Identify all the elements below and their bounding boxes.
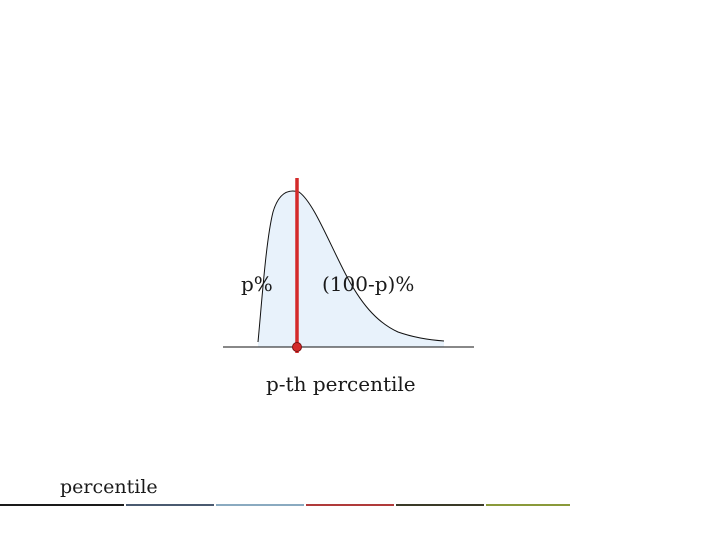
footer-stripe bbox=[126, 504, 214, 506]
distribution-curve bbox=[257, 190, 445, 343]
left-area-label: p% bbox=[241, 272, 273, 296]
percentile-point-label: p-th percentile bbox=[266, 372, 416, 396]
right-area-label: (100-p)% bbox=[322, 272, 415, 296]
footer-title: percentile bbox=[60, 476, 158, 498]
footer-stripe bbox=[396, 504, 484, 506]
footer-stripe bbox=[486, 504, 570, 506]
distribution-curve-area bbox=[258, 191, 444, 347]
footer-stripe bbox=[216, 504, 304, 506]
footer-stripe bbox=[306, 504, 394, 506]
percentile-point bbox=[292, 342, 302, 352]
footer-stripe bbox=[0, 504, 124, 506]
